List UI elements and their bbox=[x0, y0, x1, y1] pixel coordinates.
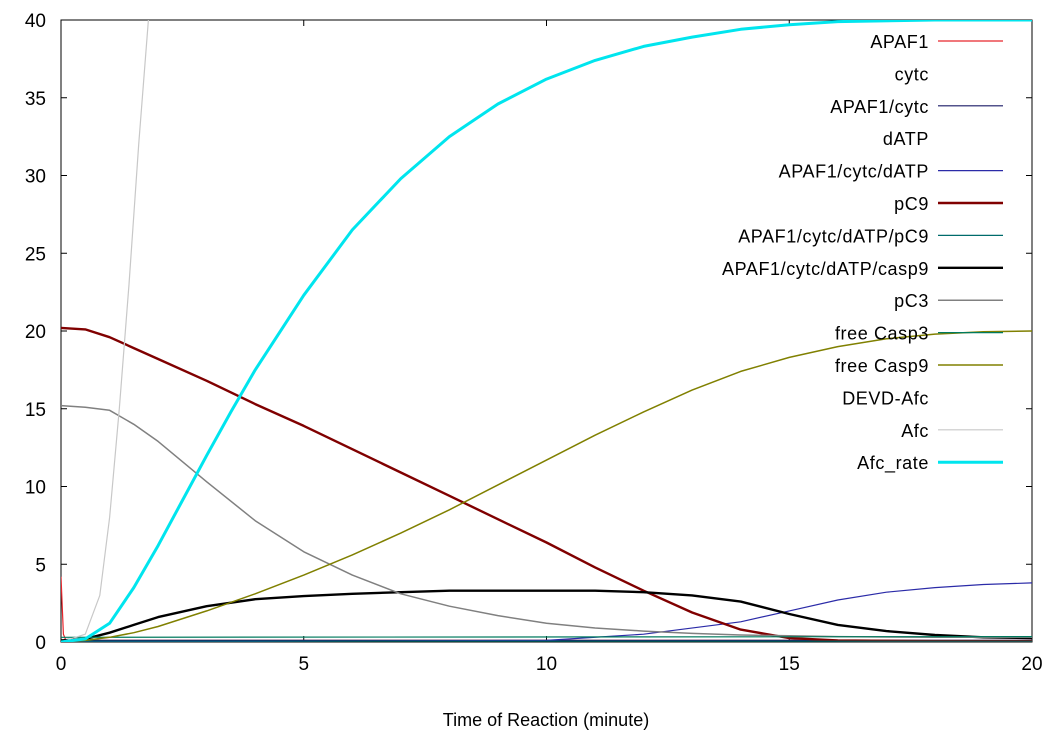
y-tick-label: 0 bbox=[35, 633, 46, 654]
legend-label-apaf1-cytc: APAF1/cytc bbox=[830, 97, 929, 117]
legend-label-afc: Afc bbox=[901, 421, 929, 441]
legend: APAF1 cytc APAF1/cytc dATP APAF1/cytc/dATP pC… bbox=[722, 32, 1003, 474]
y-tick-label: 25 bbox=[25, 244, 46, 265]
y-tick-label: 40 bbox=[25, 11, 46, 32]
axis-ticks: 0 5 10 15 20 0 5 10 15 20 25 30 35 40 bbox=[25, 11, 1043, 675]
series-line-afc bbox=[61, 20, 149, 642]
legend-label-apaf1-cytc-datp-pc9: APAF1/cytc/dATP/pC9 bbox=[738, 226, 929, 246]
legend-label-pc9: pC9 bbox=[894, 194, 929, 214]
series-line-free-casp3 bbox=[61, 636, 1032, 638]
y-tick-label: 35 bbox=[25, 89, 46, 110]
series-line-free-casp9 bbox=[61, 330, 1032, 642]
legend-label-pc3: pC3 bbox=[894, 291, 929, 311]
legend-label-datp: dATP bbox=[883, 129, 929, 149]
y-tick-label: 15 bbox=[25, 400, 46, 421]
y-tick-label: 30 bbox=[25, 167, 46, 188]
series-line-afc-rate bbox=[61, 20, 1032, 642]
y-tick-label: 10 bbox=[25, 478, 46, 499]
legend-label-apaf1: APAF1 bbox=[870, 32, 929, 52]
legend-label-afc-rate: Afc_rate bbox=[857, 453, 929, 474]
x-tick-label: 10 bbox=[536, 654, 557, 675]
series-line-pc3 bbox=[61, 404, 1032, 639]
y-tick-label: 5 bbox=[35, 555, 46, 576]
legend-label-free-casp9: free Casp9 bbox=[835, 356, 929, 376]
series-layer bbox=[61, 20, 1032, 642]
x-tick-label: 5 bbox=[298, 654, 309, 675]
legend-label-devd-afc: DEVD-Afc bbox=[842, 388, 929, 408]
series-line-apaf1-cytc-datp-casp9 bbox=[61, 589, 1032, 642]
legend-label-cytc: cytc bbox=[895, 64, 929, 84]
legend-label-apaf1-cytc-datp-casp9: APAF1/cytc/dATP/casp9 bbox=[722, 259, 929, 279]
legend-label-apaf1-cytc-datp: APAF1/cytc/dATP bbox=[779, 162, 929, 182]
x-tick-label: 0 bbox=[56, 654, 67, 675]
x-axis-title: Time of Reaction (minute) bbox=[443, 710, 649, 730]
x-tick-label: 15 bbox=[779, 654, 800, 675]
x-tick-label: 20 bbox=[1021, 654, 1042, 675]
y-tick-label: 20 bbox=[25, 322, 46, 343]
legend-label-free-casp3: free Casp3 bbox=[835, 324, 929, 344]
